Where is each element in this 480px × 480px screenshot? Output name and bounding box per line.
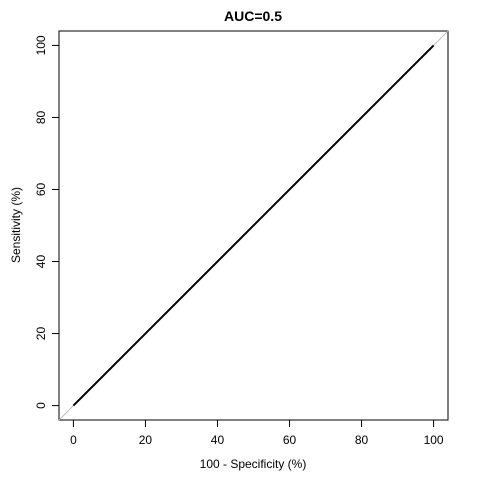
x-tick-label-60: 60 bbox=[283, 433, 297, 447]
roc-series-layer bbox=[72, 44, 435, 407]
y-axis-label: Sensitivity (%) bbox=[9, 187, 23, 263]
y-tick-label-20: 20 bbox=[34, 327, 48, 341]
x-tick-label-40: 40 bbox=[211, 433, 225, 447]
x-axis-label: 100 - Specificity (%) bbox=[200, 457, 307, 471]
chart-title: AUC=0.5 bbox=[224, 8, 282, 24]
y-tick-label-40: 40 bbox=[34, 255, 48, 269]
x-tick-label-80: 80 bbox=[355, 433, 369, 447]
x-tick-label-100: 100 bbox=[424, 433, 444, 447]
y-tick-label-80: 80 bbox=[34, 110, 48, 124]
y-tick-label-60: 60 bbox=[34, 182, 48, 196]
x-tick-label-0: 0 bbox=[70, 433, 77, 447]
y-tick-label-0: 0 bbox=[34, 402, 48, 409]
x-axis: 0 20 40 60 80 100 bbox=[70, 419, 444, 447]
y-tick-label-100: 100 bbox=[34, 35, 48, 55]
x-tick-label-20: 20 bbox=[139, 433, 153, 447]
y-axis: 0 20 40 60 80 100 bbox=[34, 35, 59, 409]
roc-curve-0 bbox=[72, 44, 435, 407]
